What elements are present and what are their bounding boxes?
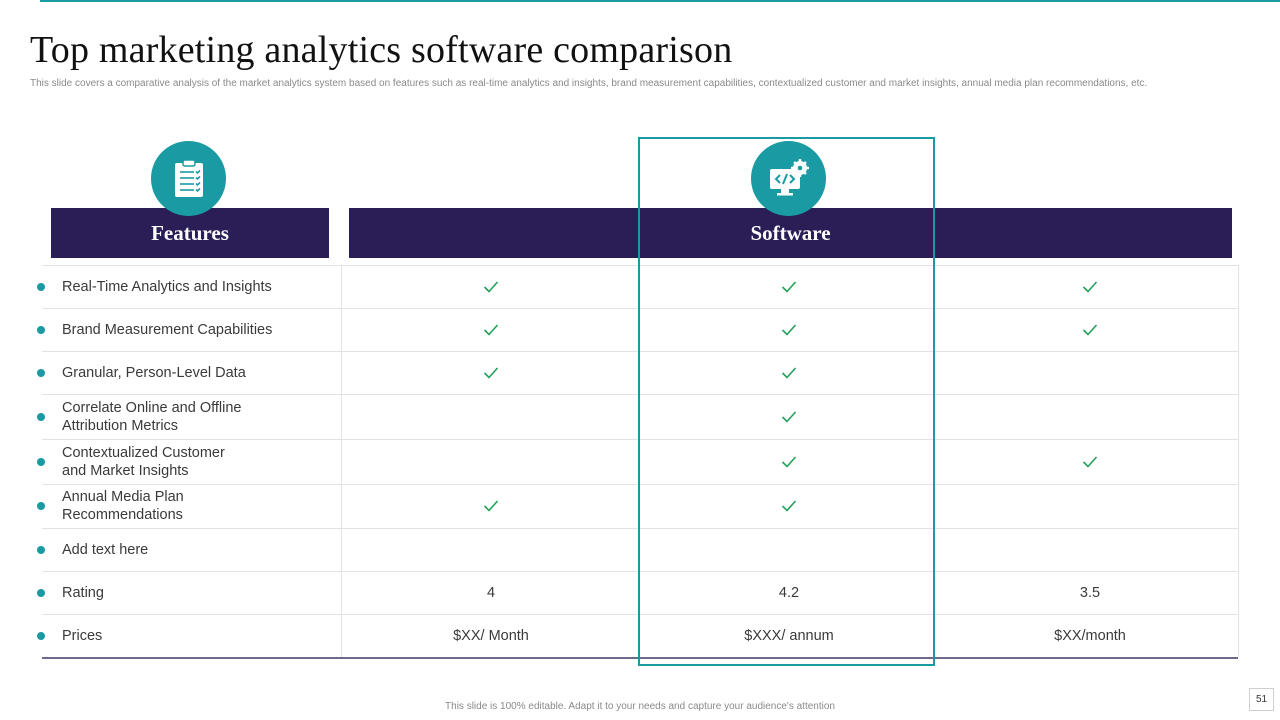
empty-cell (941, 351, 1239, 394)
check-icon (342, 308, 640, 351)
value-cell: 4.2 (778, 584, 800, 601)
slide-subtitle: This slide covers a comparative analysis… (30, 78, 1148, 89)
table-row-divider (42, 528, 1238, 529)
footer-note: This slide is 100% editable. Adapt it to… (445, 701, 835, 712)
bullet-dot (37, 282, 45, 291)
check-icon (640, 265, 938, 308)
table-row-divider (42, 308, 1238, 309)
page-number: 51 (1249, 688, 1274, 711)
empty-cell (941, 394, 1239, 439)
bullet-dot (37, 545, 45, 554)
feature-label: Annual Media Plan Recommendations (62, 489, 184, 523)
check-icon (342, 351, 640, 394)
table-row: Prices $XX/ Month $XXX/ annum $XX/month (37, 614, 1238, 657)
highlight-frame (638, 137, 935, 666)
check-icon (342, 484, 640, 528)
value-cell: $XX/ Month (453, 627, 529, 644)
empty-cell (941, 484, 1239, 528)
check-icon (941, 439, 1239, 484)
table-row-divider (42, 614, 1238, 615)
bullet-dot (37, 588, 45, 597)
monitor-code-gear-icon (751, 141, 826, 216)
table-row: Correlate Online and Offline Attribution … (37, 394, 1239, 439)
empty-cell (342, 528, 640, 571)
bullet-dot (37, 631, 45, 640)
table-row-divider (42, 265, 1238, 266)
check-icon (941, 308, 1239, 351)
slide-title: Top marketing analytics software compari… (30, 29, 733, 71)
software-header: Software (349, 208, 1232, 258)
table-column-divider (1238, 265, 1239, 657)
table-row: Rating 4 4.2 3.5 (37, 571, 1238, 614)
value-cell: $XX/month (1054, 627, 1126, 644)
check-icon (640, 351, 938, 394)
empty-cell (342, 439, 640, 484)
table-row: Granular, Person-Level Data (37, 351, 1239, 394)
top-accent-rule (40, 0, 1280, 2)
feature-label: Contextualized Customer and Market Insigh… (62, 444, 225, 479)
table-row: Contextualized Customer and Market Insigh… (37, 439, 1239, 484)
feature-label: Correlate Online and Offline Attribution … (62, 399, 242, 434)
table-row-divider (42, 439, 1238, 440)
feature-label: Prices (62, 627, 103, 644)
bullet-dot (37, 457, 45, 466)
table-row: Annual Media Plan Recommendations (37, 484, 1239, 528)
empty-cell (342, 394, 640, 439)
table-row-divider (42, 571, 1238, 572)
check-icon (640, 439, 938, 484)
clipboard-checklist-icon (151, 141, 226, 216)
table-row: Add text here (37, 528, 1239, 571)
check-icon (640, 308, 938, 351)
feature-label: Rating (62, 584, 104, 601)
bullet-dot (37, 502, 45, 510)
table-row: Brand Measurement Capabilities (37, 308, 1239, 351)
features-header: Features (51, 208, 329, 258)
bullet-dot (37, 412, 45, 421)
value-cell: $XXX/ annum (744, 627, 834, 644)
check-icon (941, 265, 1239, 308)
software-header-label: Software (750, 220, 831, 245)
check-icon (640, 484, 938, 528)
value-cell: 4 (486, 584, 496, 601)
table-row-divider (42, 657, 1238, 659)
table-row-divider (42, 394, 1238, 395)
feature-label: Real-Time Analytics and Insights (62, 278, 272, 295)
features-header-label: Features (151, 220, 229, 245)
check-icon (342, 265, 640, 308)
bullet-dot (37, 368, 45, 377)
table-row-divider (42, 351, 1238, 352)
table-row: Real-Time Analytics and Insights (37, 265, 1239, 308)
bullet-dot (37, 325, 45, 334)
table-row-divider (42, 484, 1238, 485)
table-column-divider (341, 265, 342, 657)
empty-cell (941, 528, 1239, 571)
feature-label: Add text here (62, 541, 149, 558)
value-cell: 3.5 (1079, 584, 1101, 601)
feature-label: Brand Measurement Capabilities (62, 321, 273, 338)
feature-label: Granular, Person-Level Data (62, 364, 246, 381)
check-icon (640, 394, 938, 439)
